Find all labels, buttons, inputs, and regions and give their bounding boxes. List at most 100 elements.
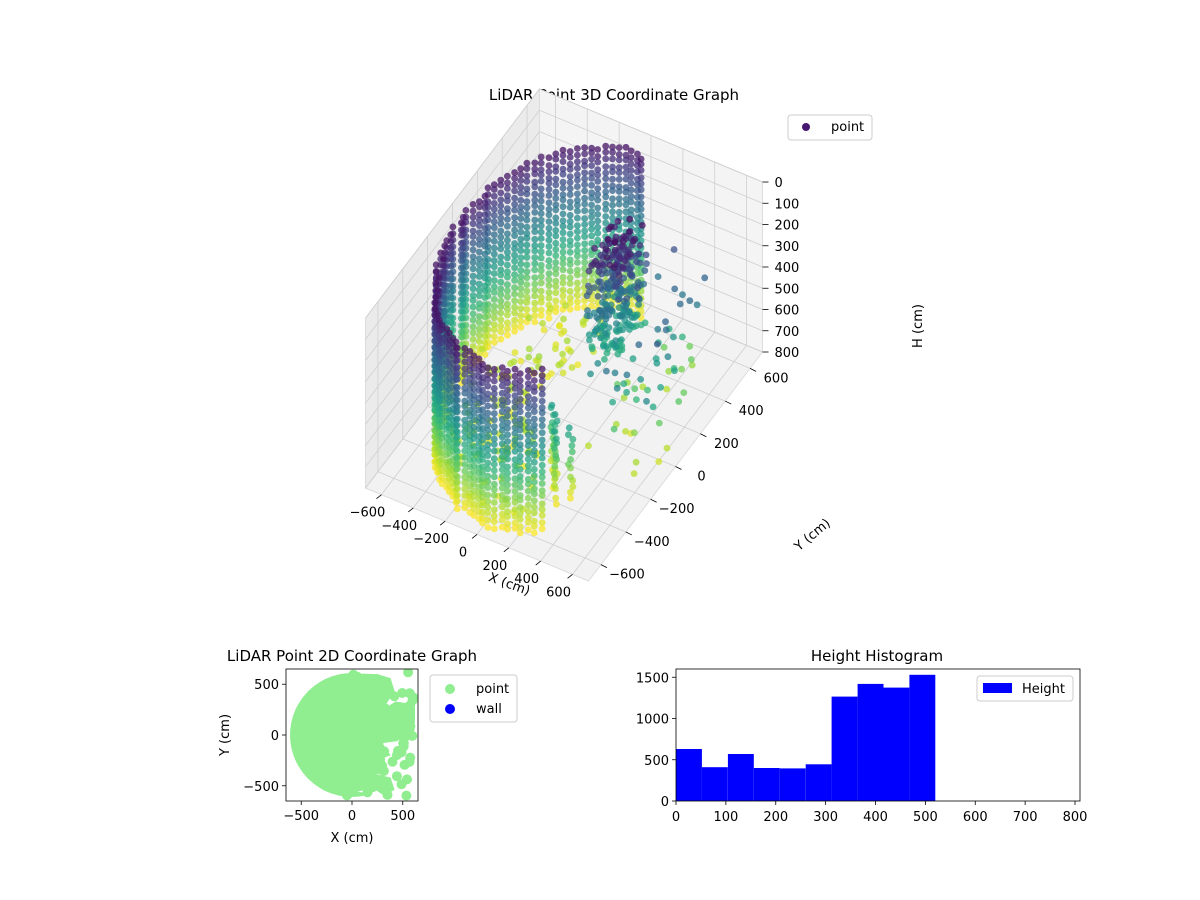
point-3d: [615, 169, 623, 177]
point-3d: [504, 500, 511, 508]
point-2d: [389, 691, 400, 702]
point-3d: [566, 218, 574, 225]
point-3d: [530, 478, 538, 486]
point-3d: [511, 429, 519, 437]
x3d-tick-mark: [535, 560, 541, 566]
z3d-tick-label: 300: [775, 240, 800, 255]
point-3d: [504, 481, 511, 489]
point-3d: [622, 201, 630, 209]
point-3d: [611, 246, 619, 254]
point-2d: [348, 692, 359, 703]
point-3d: [574, 298, 581, 306]
point-3d: [517, 165, 525, 173]
point-3d: [511, 251, 518, 259]
point-3d: [469, 258, 477, 266]
point-3d: [588, 175, 595, 182]
point-3d: [511, 303, 518, 311]
point-3d: [516, 446, 524, 453]
point-3d: [490, 492, 498, 499]
chart-2d-point-group: [290, 669, 418, 801]
point-3d: [511, 322, 518, 330]
point-3d: [516, 402, 524, 410]
point-3d: [504, 455, 511, 463]
point-3d: [490, 296, 498, 303]
point-3d: [517, 267, 525, 274]
point-3d: [469, 279, 477, 286]
point-3d: [453, 384, 461, 392]
point-3d: [637, 193, 645, 201]
point-3d: [662, 326, 670, 334]
point-3d: [523, 172, 531, 180]
point-3d: [581, 150, 588, 158]
point-3d: [490, 205, 498, 213]
point-3d: [481, 225, 489, 232]
point-3d: [490, 288, 498, 296]
point-3d: [504, 236, 511, 244]
point-3d: [552, 188, 560, 196]
point-3d: [636, 242, 644, 249]
point-3d: [626, 271, 634, 278]
point-3d: [497, 303, 505, 310]
point-3d: [552, 181, 560, 189]
point-3d: [439, 268, 447, 276]
point-3d: [613, 320, 620, 327]
point-3d: [555, 361, 563, 369]
point-3d: [484, 516, 492, 524]
point-2d: [342, 790, 352, 801]
point-3d: [479, 456, 486, 463]
point-3d: [481, 204, 489, 212]
point-3d: [622, 188, 630, 196]
point-2d: [367, 782, 378, 793]
point-3d: [537, 261, 545, 269]
point-3d: [504, 392, 511, 400]
point-3d: [594, 158, 602, 166]
point-3d: [531, 178, 539, 186]
point-3d: [581, 259, 588, 266]
point-3d: [537, 222, 545, 230]
point-3d: [470, 378, 478, 386]
point-3d: [461, 365, 469, 373]
point-3d: [516, 441, 524, 448]
point-3d: [504, 431, 511, 439]
point-3d: [498, 371, 506, 378]
point-3d: [594, 223, 602, 231]
point-3d: [567, 456, 574, 463]
point-3d: [671, 285, 679, 293]
histogram-bar: [701, 767, 728, 801]
point-3d: [574, 196, 581, 204]
point-3d: [458, 246, 465, 254]
point-3d: [530, 377, 538, 384]
point-3d: [481, 262, 489, 270]
point-3d: [479, 366, 486, 374]
point-3d: [615, 188, 623, 195]
point-3d: [559, 222, 567, 230]
point-3d: [567, 488, 574, 496]
point-2d: [398, 711, 409, 722]
point-3d: [523, 216, 531, 224]
point-3d: [498, 382, 506, 390]
point-3d: [679, 333, 686, 341]
point-3d: [538, 436, 546, 444]
point-3d: [453, 497, 461, 505]
point-3d: [504, 242, 511, 250]
point-3d: [537, 159, 545, 167]
point-3d: [511, 240, 518, 247]
point-3d: [523, 159, 531, 167]
point-3d: [470, 456, 478, 463]
point-3d: [524, 462, 532, 470]
point-3d: [609, 187, 616, 195]
point-3d: [538, 390, 546, 398]
point-3d: [538, 385, 546, 392]
point-2d: [372, 755, 383, 765]
point-3d: [490, 377, 498, 385]
point-3d: [484, 382, 492, 390]
point-3d: [626, 215, 634, 223]
point-3d: [609, 143, 616, 151]
point-2d: [361, 691, 372, 702]
point-3d: [490, 473, 498, 481]
y2d-tick-label: 0: [271, 729, 279, 744]
point-3d: [479, 444, 486, 452]
point-3d: [511, 417, 519, 425]
point-3d: [476, 229, 483, 237]
point-3d: [453, 473, 461, 481]
